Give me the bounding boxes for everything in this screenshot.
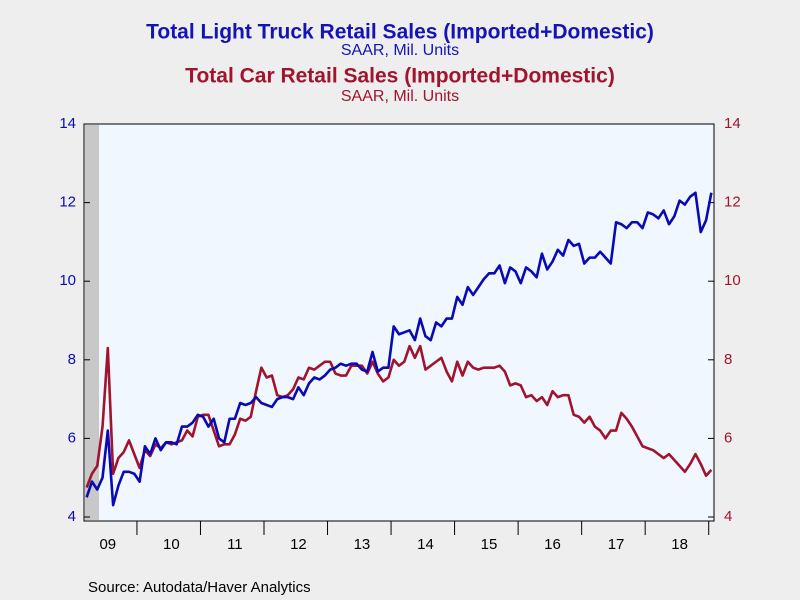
y-tick-label: 8: [68, 351, 76, 368]
x-tick-label: 09: [99, 536, 116, 553]
x-tick-label: 13: [354, 536, 371, 553]
x-tick-label: 11: [227, 536, 243, 553]
y-tick-label: 12: [59, 194, 76, 211]
y2-tick-label: 10: [724, 272, 741, 289]
y-tick-label: 4: [68, 508, 76, 525]
chart-subtitle: SAAR, Mil. Units: [341, 42, 459, 59]
x-tick-label: 12: [290, 536, 307, 553]
x-tick-label: 16: [544, 536, 561, 553]
x-tick-label: 17: [608, 536, 625, 553]
y2-tick-label: 14: [724, 115, 741, 132]
chart-title: Total Light Truck Retail Sales (Imported…: [146, 21, 654, 44]
series-line: [85, 191, 713, 507]
x-tick-label: 15: [481, 536, 498, 553]
x-tick-label: 10: [163, 536, 180, 553]
source: Source: Autodata/Haver Analytics: [88, 579, 311, 596]
y2-tick-label: 6: [724, 429, 732, 446]
y2-tick-label: 4: [724, 508, 732, 525]
chart-title: Total Car Retail Sales (Imported+Domesti…: [185, 65, 615, 88]
y2-tick-label: 12: [724, 194, 741, 211]
y-tick-label: 10: [59, 272, 76, 289]
chart-subtitle: SAAR, Mil. Units: [341, 88, 459, 105]
y2-tick-label: 8: [724, 351, 732, 368]
x-tick-label: 14: [417, 536, 434, 553]
recession-shade: [85, 125, 99, 520]
plot-area: [83, 123, 715, 522]
y-tick-label: 14: [59, 115, 76, 132]
y-tick-label: 6: [68, 429, 76, 446]
x-tick-label: 18: [671, 536, 688, 553]
series-line: [85, 344, 713, 488]
